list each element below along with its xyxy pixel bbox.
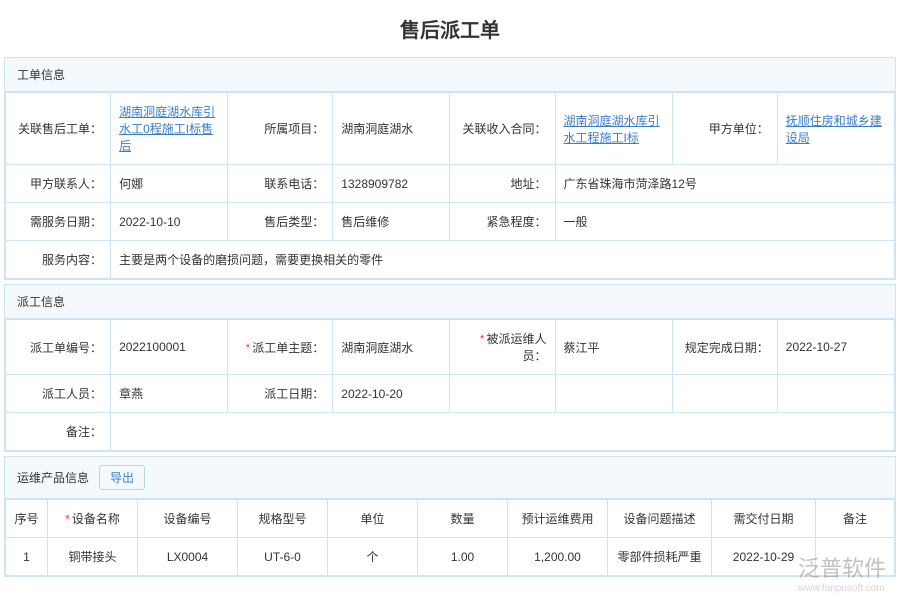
value-due-date: 2022-10-27 <box>777 320 894 375</box>
label-remark: 备注： <box>6 413 111 451</box>
col-issue-desc: 设备问题描述 <box>608 500 712 538</box>
label-dispatcher: 派工人员： <box>6 375 111 413</box>
section-header-order: 工单信息 <box>5 58 895 92</box>
page-title: 售后派工单 <box>0 0 900 57</box>
label-party-a: 甲方单位： <box>672 93 777 165</box>
col-qty: 数量 <box>418 500 508 538</box>
value-project: 湖南洞庭湖水 <box>333 93 450 165</box>
cell-seq: 1 <box>6 538 48 576</box>
value-address: 广东省珠海市菏泽路12号 <box>555 165 894 203</box>
value-dispatch-no: 2022100001 <box>111 320 228 375</box>
value-related-order: 湖南洞庭湖水库引水工0程施工I标售后 <box>111 93 228 165</box>
value-service-content: 主要是两个设备的磨损问题，需要更换相关的零件 <box>111 241 895 279</box>
section-header-dispatch: 派工信息 <box>5 285 895 319</box>
col-unit: 单位 <box>328 500 418 538</box>
label-contract: 关联收入合同： <box>450 93 555 165</box>
value-dispatch-subject: 湖南洞庭湖水 <box>333 320 450 375</box>
label-project: 所属项目： <box>228 93 333 165</box>
label-dispatch-no: 派工单编号： <box>6 320 111 375</box>
value-contract: 湖南洞庭湖水库引水工程施工I标 <box>555 93 672 165</box>
col-est-cost: 预计运维费用 <box>508 500 608 538</box>
col-device-no: 设备编号 <box>138 500 238 538</box>
section-header-product: 运维产品信息 导出 <box>5 457 895 499</box>
order-info-table: 关联售后工单： 湖南洞庭湖水库引水工0程施工I标售后 所属项目： 湖南洞庭湖水 … <box>5 92 895 279</box>
label-empty2 <box>672 375 777 413</box>
link-related-order[interactable]: 湖南洞庭湖水库引水工0程施工I标售后 <box>119 105 215 153</box>
col-device-name: 设备名称 <box>48 500 138 538</box>
label-after-type: 售后类型： <box>228 203 333 241</box>
label-urgency: 紧急程度： <box>450 203 555 241</box>
link-party-a[interactable]: 抚顺住房和城乡建设局 <box>786 114 882 145</box>
section-product-info: 运维产品信息 导出 序号 设备名称 设备编号 规格型号 单位 数量 预计运维费用… <box>4 456 896 577</box>
label-address: 地址： <box>450 165 555 203</box>
value-urgency: 一般 <box>555 203 894 241</box>
cell-est-cost: 1,200.00 <box>508 538 608 576</box>
value-service-date: 2022-10-10 <box>111 203 228 241</box>
label-due-date: 规定完成日期： <box>672 320 777 375</box>
col-spec: 规格型号 <box>238 500 328 538</box>
label-assignee: 被派运维人员： <box>450 320 555 375</box>
cell-qty: 1.00 <box>418 538 508 576</box>
value-dispatch-date: 2022-10-20 <box>333 375 450 413</box>
section-order-info: 工单信息 关联售后工单： 湖南洞庭湖水库引水工0程施工I标售后 所属项目： 湖南… <box>4 57 896 280</box>
section-header-product-title: 运维产品信息 <box>17 469 89 486</box>
value-remark <box>111 413 895 451</box>
table-row: 1 铜带接头 LX0004 UT-6-0 个 1.00 1,200.00 零部件… <box>6 538 895 576</box>
value-contact: 何娜 <box>111 165 228 203</box>
value-phone: 1328909782 <box>333 165 450 203</box>
label-dispatch-subject: 派工单主题： <box>228 320 333 375</box>
cell-device-name: 铜带接头 <box>48 538 138 576</box>
cell-unit: 个 <box>328 538 418 576</box>
link-contract[interactable]: 湖南洞庭湖水库引水工程施工I标 <box>564 114 660 145</box>
value-assignee: 蔡江平 <box>555 320 672 375</box>
col-delivery-date: 需交付日期 <box>712 500 816 538</box>
section-dispatch-info: 派工信息 派工单编号： 2022100001 派工单主题： 湖南洞庭湖水 被派运… <box>4 284 896 452</box>
value-empty2 <box>777 375 894 413</box>
value-empty1 <box>555 375 672 413</box>
product-grid: 序号 设备名称 设备编号 规格型号 单位 数量 预计运维费用 设备问题描述 需交… <box>5 499 895 576</box>
label-contact: 甲方联系人： <box>6 165 111 203</box>
label-empty1 <box>450 375 555 413</box>
dispatch-info-table: 派工单编号： 2022100001 派工单主题： 湖南洞庭湖水 被派运维人员： … <box>5 319 895 451</box>
watermark: 泛普软件 www.fanpusoft.com <box>798 551 886 594</box>
value-after-type: 售后维修 <box>333 203 450 241</box>
cell-spec: UT-6-0 <box>238 538 328 576</box>
value-party-a: 抚顺住房和城乡建设局 <box>777 93 894 165</box>
label-dispatch-date: 派工日期： <box>228 375 333 413</box>
export-button[interactable]: 导出 <box>99 465 145 490</box>
col-remark: 备注 <box>816 500 895 538</box>
col-seq: 序号 <box>6 500 48 538</box>
label-service-content: 服务内容： <box>6 241 111 279</box>
label-phone: 联系电话： <box>228 165 333 203</box>
label-service-date: 需服务日期： <box>6 203 111 241</box>
cell-device-no: LX0004 <box>138 538 238 576</box>
cell-issue-desc: 零部件损耗严重 <box>608 538 712 576</box>
value-dispatcher: 章燕 <box>111 375 228 413</box>
label-related-order: 关联售后工单： <box>6 93 111 165</box>
